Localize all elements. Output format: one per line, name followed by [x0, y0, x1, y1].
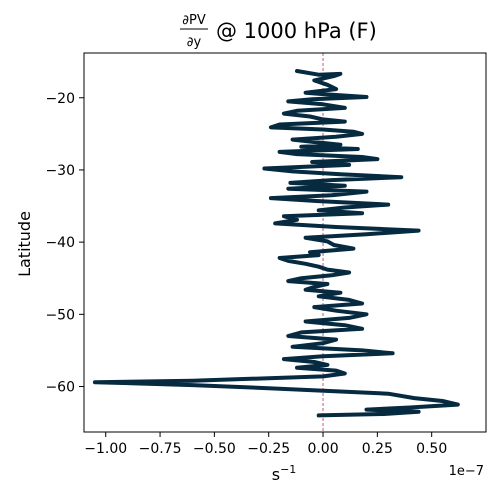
x-axis: −1.00 −0.75 −0.50 −0.25 0.00 0.25 0.50 — [84, 432, 447, 457]
y-tick-label: −20 — [45, 91, 75, 107]
series-line — [92, 69, 460, 418]
title-rest: @ 1000 hPa (F) — [216, 19, 377, 43]
y-tick-label: −30 — [45, 163, 75, 179]
y-tick-label: −40 — [45, 235, 75, 251]
x-axis-label-base: s — [272, 465, 280, 484]
title-fraction-numerator: ∂PV — [182, 13, 206, 28]
x-tick-label: −1.00 — [84, 441, 127, 457]
axes-frame — [83, 52, 487, 433]
y-tick-label: −60 — [45, 380, 75, 396]
y-axis-label: Latitude — [15, 211, 34, 277]
x-axis-label-superscript: −1 — [280, 463, 296, 476]
x-tick-label: −0.25 — [247, 441, 290, 457]
x-tick-label: 0.00 — [307, 441, 338, 457]
x-tick-label: 0.25 — [362, 441, 393, 457]
y-tick-label: −50 — [45, 307, 75, 323]
chart-title: ∂PV ∂y @ 1000 hPa (F) — [180, 13, 377, 50]
x-tick-label: −0.50 — [193, 441, 236, 457]
x-scale-note: 1e−7 — [449, 464, 484, 479]
plot-area — [83, 52, 487, 433]
x-axis-label: s−1 — [272, 463, 297, 484]
x-tick-label: 0.50 — [416, 441, 447, 457]
x-tick-label: −0.75 — [139, 441, 182, 457]
y-axis: −20 −30 −40 −50 −60 — [45, 91, 84, 396]
title-fraction-denominator: ∂y — [187, 35, 202, 50]
